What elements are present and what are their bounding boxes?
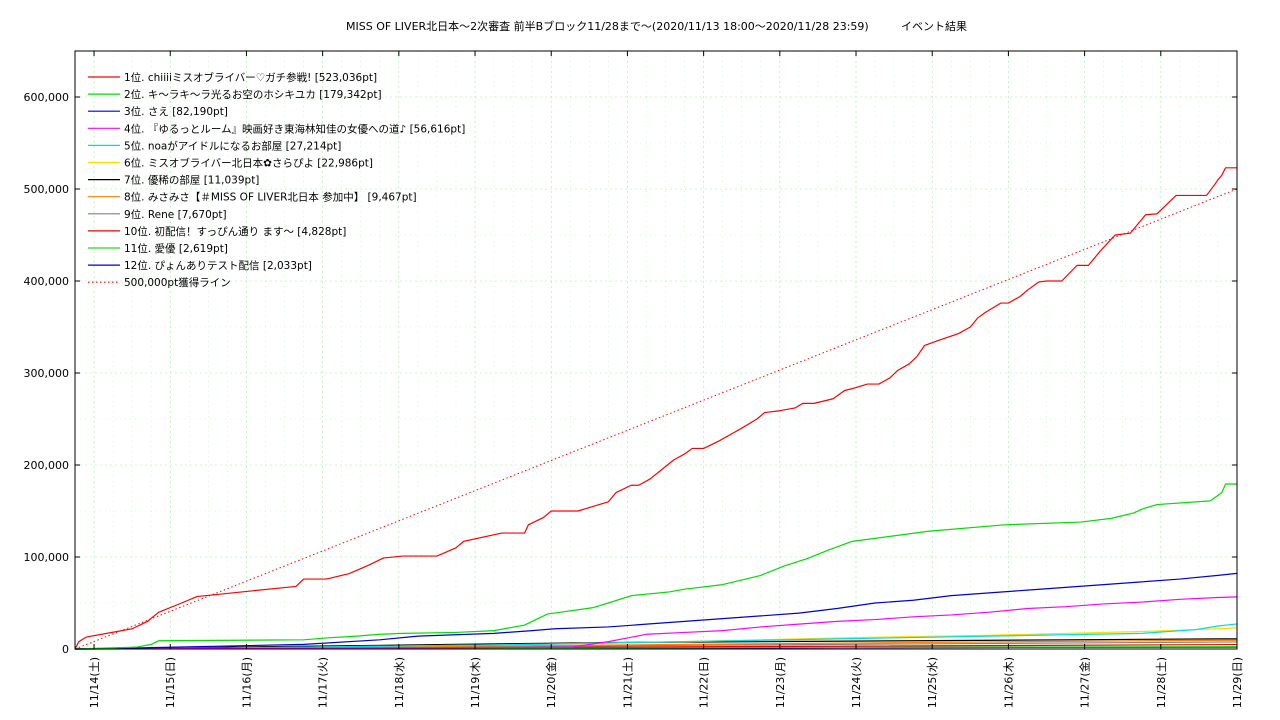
legend-label: 11位. 愛優 [2,619pt] [124,242,228,255]
x-tick-label: 11/26(木) [1002,657,1015,708]
legend-label: 3位. さえ [82,190pt] [124,105,228,118]
x-tick-label: 11/17(火) [317,657,330,708]
legend-label: 12位. ぴょんありテスト配信 [2,033pt] [124,259,312,272]
x-tick-label: 11/28(土) [1155,657,1168,708]
legend-label: 2位. キ〜ラキ〜ラ光るお空のホシキユカ [179,342pt] [124,88,382,101]
legend-label: 6位. ミスオブライバー北日本✿さらぴよ [22,986pt] [124,157,373,170]
legend-label: 10位. 初配信！すっぴん通り ます〜 [4,828pt] [124,225,346,238]
x-tick-label: 11/24(火) [850,657,863,708]
x-tick-label: 11/21(土) [621,657,634,708]
x-tick-label: 11/20(金) [544,657,558,708]
x-tick-label: 11/19(木) [469,657,482,708]
x-tick-label: 11/22(日) [698,657,711,708]
x-tick-label: 11/25(水) [926,657,939,708]
series-line-3 [74,572,1238,650]
plot-frame [74,50,1238,650]
series-line-5 [74,623,1238,650]
chart-title: MISS OF LIVER北日本〜2次審査 前半Bブロック11/28まで〜(20… [346,19,869,33]
legend-label: 500,000pt獲得ライン [124,276,231,289]
x-tick-label: 11/29(日) [1231,657,1244,708]
x-tick-label: 11/14(土) [88,657,101,708]
x-tick-label: 11/23(月) [774,657,787,708]
series-layer [74,167,1238,650]
y-tick-label: 600,000 [24,91,70,104]
x-tick-label: 11/16(月) [240,657,253,708]
y-tick-label: 400,000 [24,275,70,288]
x-tick-label: 11/15(日) [164,657,177,708]
y-tick-label: 300,000 [24,367,70,380]
x-tick-label: 11/18(水) [393,657,406,708]
legend: 1位. chiiiiミスオブライバー♡ガチ参戦! [523,036pt] 2位. … [88,71,465,289]
legend-label: 5位. noaがアイドルになるお部屋 [27,214pt] [124,139,341,152]
series-line-4 [74,596,1238,650]
y-tick-label: 200,000 [24,459,70,472]
series-line-13 [74,188,1238,650]
chart-title-right: イベント結果 [901,19,967,33]
legend-label: 1位. chiiiiミスオブライバー♡ガチ参戦! [523,036pt] [124,71,377,84]
legend-label: 4位. 『ゆるっとルーム』映画好き東海林知佳の女優への道♪ [56,616pt] [124,122,465,135]
legend-label: 8位. みさみさ【＃MISS OF LIVER北日本 参加中】 [9,467pt… [124,191,417,204]
legend-label: 9位. Rene [7,670pt] [124,208,227,221]
y-tick-label: 100,000 [24,551,70,564]
y-tick-label: 500,000 [24,183,70,196]
series-line-1 [74,167,1237,650]
axes: 0 100,000 200,000 300,000 400,000 500,000 600,… [24,51,1244,708]
legend-label: 7位. 優稀の部屋 [11,039pt] [124,174,259,187]
y-tick-label: 0 [62,643,69,656]
series-line-2 [74,483,1237,650]
x-tick-label: 11/27(金) [1078,657,1092,708]
